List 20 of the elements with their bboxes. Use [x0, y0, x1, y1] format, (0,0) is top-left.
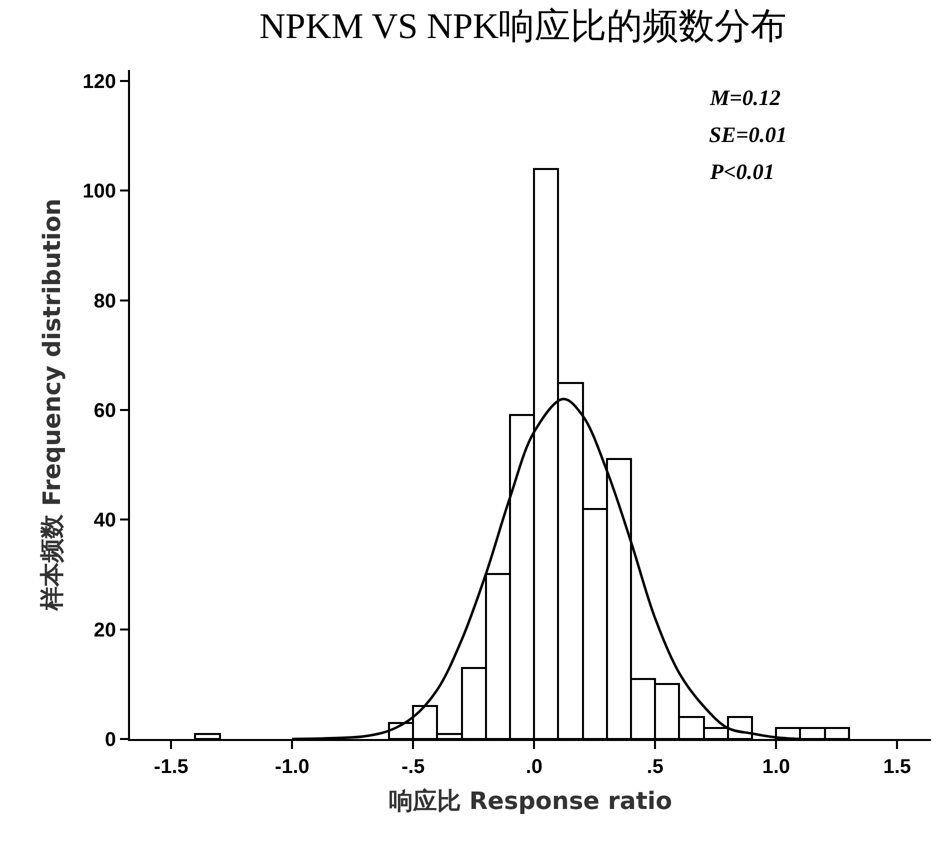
x-tick-label: 1.5 — [883, 756, 912, 778]
x-tick-label: -1.0 — [274, 756, 310, 778]
y-tick-label: 20 — [94, 619, 116, 642]
x-tick-label: .0 — [526, 756, 542, 778]
x-tick-label: -.5 — [401, 756, 425, 778]
annotation: P<0.01 — [709, 159, 774, 184]
annotation: M=0.12 — [709, 85, 781, 110]
x-tick-label: -1.5 — [154, 756, 188, 778]
y-tick-label: 80 — [94, 290, 116, 312]
y-tick-label: 120 — [82, 70, 116, 93]
y-tick-label: 0 — [104, 729, 116, 751]
y-tick-label: 40 — [94, 510, 116, 532]
x-tick-label: .5 — [646, 756, 664, 778]
x-tick-label: 1.0 — [762, 756, 790, 778]
annotation: SE=0.01 — [709, 122, 787, 147]
x-axis-title: 响应比 Response ratio — [388, 786, 672, 815]
y-tick-label: 100 — [82, 180, 116, 203]
y-axis-title: 样本频数 Frequency distribution — [38, 198, 66, 612]
y-tick-label: 60 — [94, 400, 116, 422]
chart-title: NPKM VS NPK响应比的频数分布 — [259, 6, 787, 46]
